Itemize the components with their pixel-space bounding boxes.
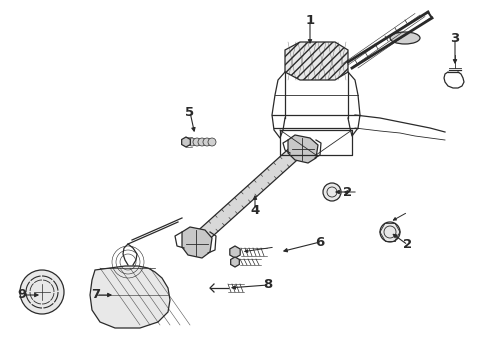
Text: 7: 7 [91,288,101,302]
Text: 2: 2 [403,238,412,252]
Text: 6: 6 [315,235,324,248]
Polygon shape [193,143,304,245]
Text: 4: 4 [250,203,259,216]
Polygon shape [182,227,212,258]
Circle shape [379,222,399,242]
Text: 3: 3 [449,31,459,45]
Polygon shape [285,42,347,80]
Text: 9: 9 [18,288,26,302]
Circle shape [198,138,205,146]
Ellipse shape [389,32,419,44]
Polygon shape [90,266,170,328]
Polygon shape [287,135,317,163]
Text: 5: 5 [185,105,194,118]
Text: 1: 1 [305,13,314,27]
Circle shape [187,138,196,146]
Text: 8: 8 [263,279,272,292]
Circle shape [203,138,210,146]
Circle shape [207,138,216,146]
Circle shape [323,183,340,201]
Text: 2: 2 [343,185,352,198]
Circle shape [193,138,201,146]
Circle shape [20,270,64,314]
